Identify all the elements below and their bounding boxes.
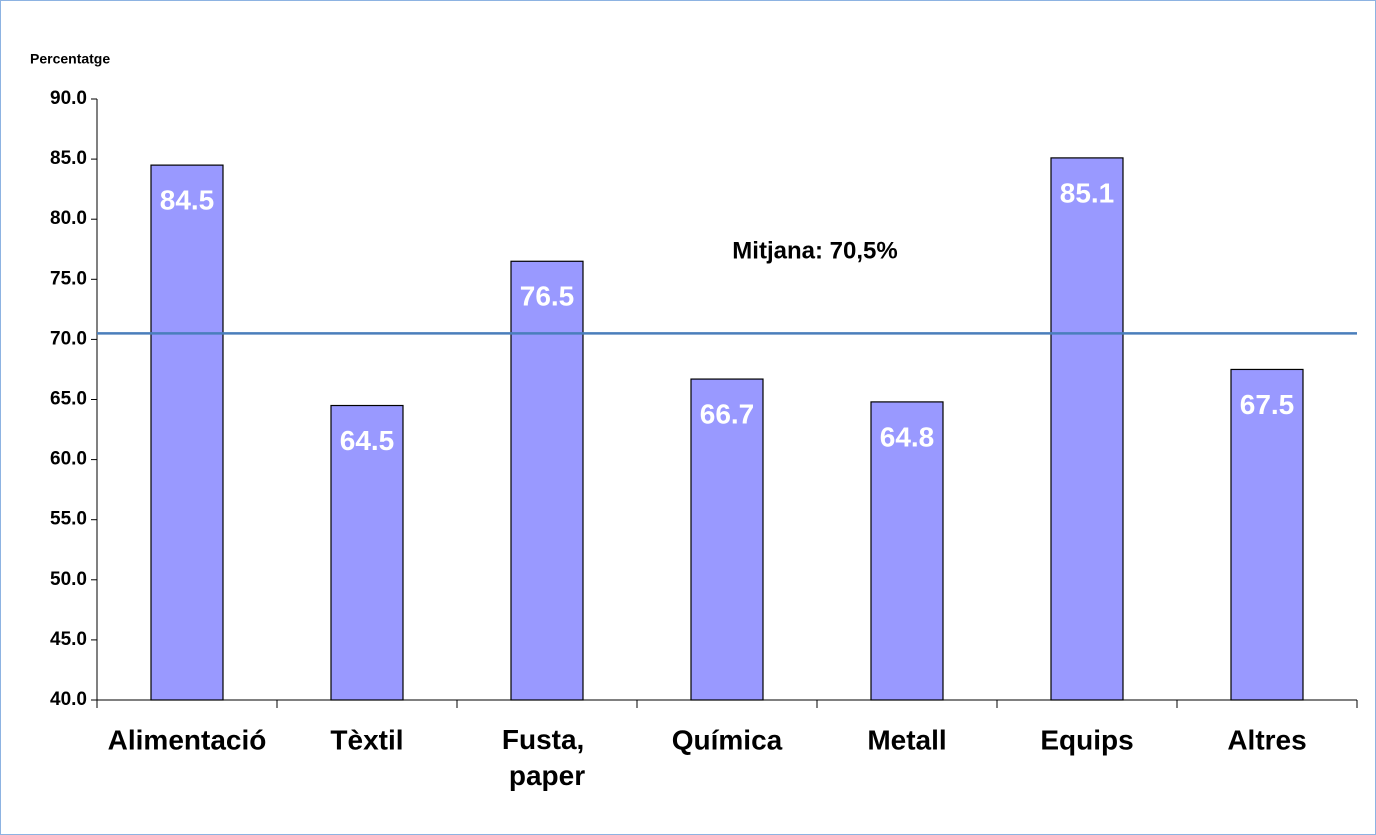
x-tick-label: Química [672,724,783,755]
y-tick-label: 55.0 [50,509,87,530]
y-tick-label: 80.0 [50,208,87,229]
bar [870,401,944,701]
value-label: 67.5 [1240,389,1295,420]
bar [1050,157,1124,701]
y-tick-label: 90.0 [50,88,87,109]
value-label: 76.5 [520,281,575,312]
value-label: 64.8 [880,421,935,452]
x-tick-label: Tèxtil [330,724,403,755]
bar [150,164,224,701]
y-tick-label: 65.0 [50,389,87,410]
reference-label: Mitjana: 70,5% [732,237,897,264]
value-label: 66.7 [700,398,755,429]
y-axis-label: Percentatge [30,51,110,67]
x-tick-label: Alimentació [108,724,267,755]
x-tick-label: Equips [1040,724,1133,755]
y-tick-label: 60.0 [50,449,87,470]
bar [330,404,404,701]
y-tick-label: 50.0 [50,569,87,590]
bar [510,260,584,701]
value-label: 85.1 [1060,177,1115,208]
y-tick-label: 70.0 [50,328,87,349]
y-tick-label: 40.0 [50,689,87,710]
value-label: 84.5 [160,185,215,216]
x-tick-label: Altres [1227,724,1306,755]
y-tick-label: 75.0 [50,268,87,289]
value-label: 64.5 [340,425,395,456]
y-tick-label: 45.0 [50,629,87,650]
y-tick-label: 85.0 [50,148,87,169]
x-tick-label: Fusta, paper [502,724,592,791]
x-tick-label: Metall [867,724,946,755]
bar [690,378,764,701]
